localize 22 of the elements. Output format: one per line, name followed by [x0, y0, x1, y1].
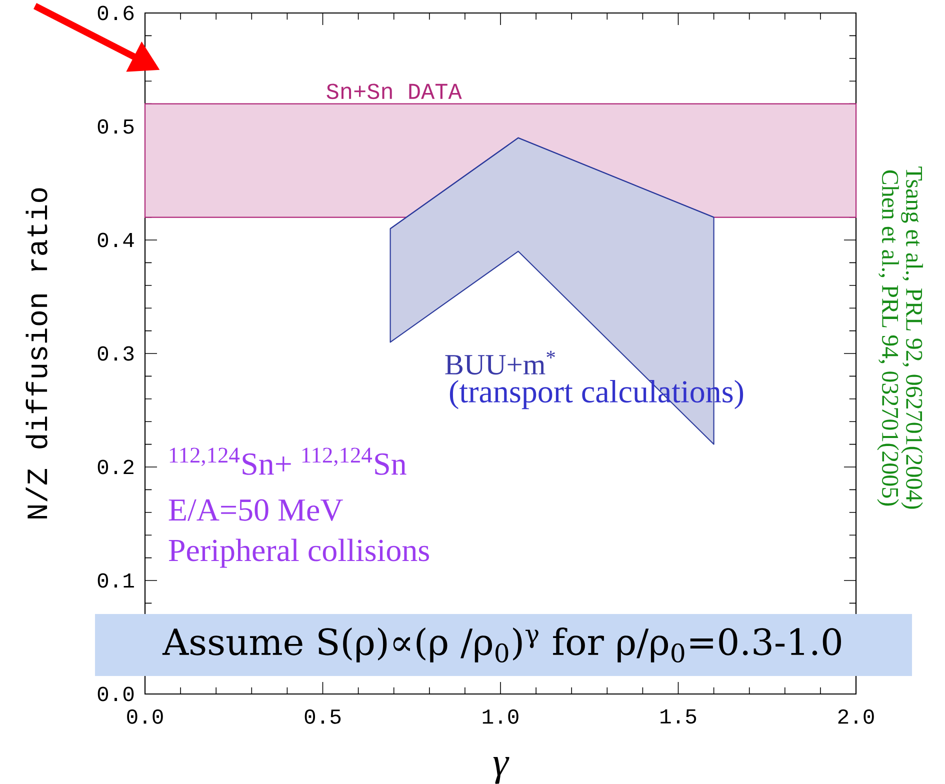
- x-tick-label: 0.5: [304, 709, 341, 724]
- y-tick-label: 0.5: [98, 119, 134, 134]
- text: Tsang et al., PRL 92, 062701(2004): [901, 166, 923, 509]
- x-tick-label: 1.0: [482, 709, 518, 724]
- x-tick-label: 2.0: [838, 709, 874, 724]
- annotation: E/A=50 MeV: [168, 499, 343, 521]
- y-tick-label: 0.2: [98, 460, 134, 474]
- band-label: Sn+Sn DATA: [326, 84, 462, 100]
- y-tick-label: 0.4: [98, 232, 134, 248]
- annotation: $^{112,124}$Sn+ $^{112,124}$Sn: [170, 448, 406, 475]
- y-tick-label: 0.0: [98, 686, 134, 702]
- x-tick-label: 1.5: [660, 709, 696, 724]
- y-tick-label: 0.6: [98, 6, 134, 20]
- y-axis-title: N/Z diffusion ratio: [26, 188, 48, 518]
- text: Chen et al., PRL 94, 032701(2005): [877, 170, 899, 506]
- annotation: Peripheral collisions: [168, 538, 429, 568]
- annotation: Assume S(ρ)∝(ρ /ρ$_{0}$)$^{γ}$ for ρ/ρ$_{0}$=0.3-1.0: [162, 627, 841, 662]
- y-tick-label: 0.3: [98, 346, 134, 361]
- x-tick-label: 0.0: [127, 709, 163, 724]
- x-axis-title: γ: [493, 757, 510, 784]
- annotation: BUU+m$^{*}$: [445, 350, 555, 375]
- y-tick-label: 0.1: [98, 573, 134, 588]
